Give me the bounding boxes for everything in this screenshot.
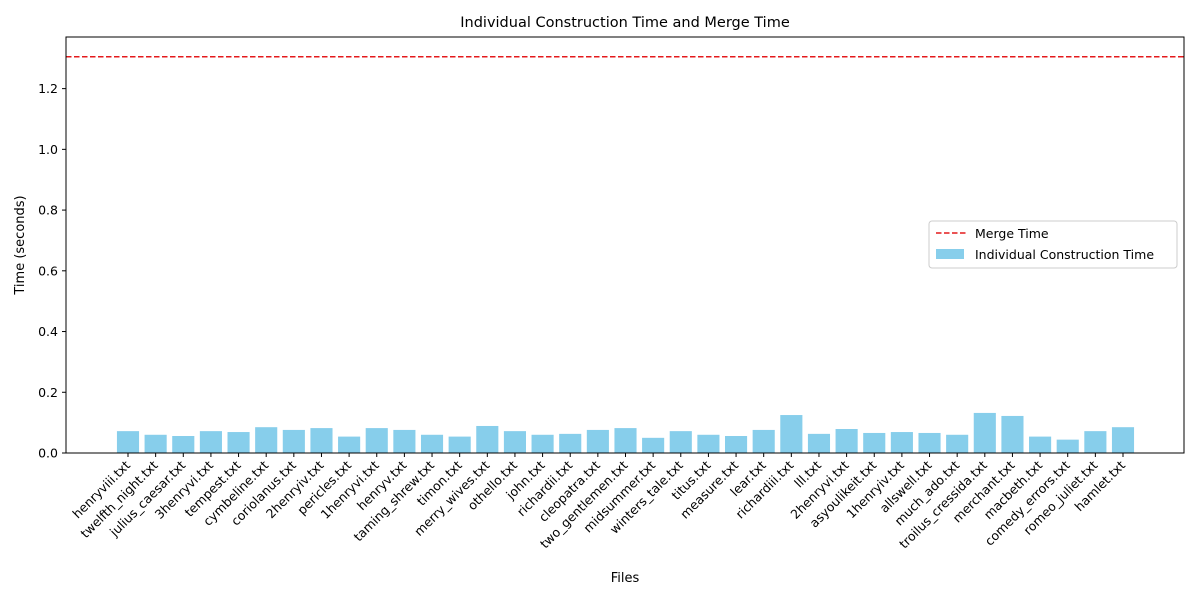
bar-midsummer-txt xyxy=(642,437,665,453)
bar-1henryiv-txt xyxy=(890,432,913,453)
bar-john-txt xyxy=(531,434,554,453)
y-tick-label: 1.0 xyxy=(38,142,58,157)
y-tick-label: 1.2 xyxy=(38,81,58,96)
plot-frame xyxy=(65,36,1185,454)
legend-label-merge-time: Merge Time xyxy=(975,226,1049,241)
bars-layer xyxy=(116,412,1135,453)
y-tick-label: 0.8 xyxy=(38,203,58,218)
x-axis: henryviii.txttwelfth_night.txtjulius_cae… xyxy=(69,453,1128,551)
bar-allswell-txt xyxy=(918,432,941,453)
bar-much_ado-txt xyxy=(946,434,969,453)
bar-2henryvi-txt xyxy=(835,429,858,453)
bar-lll-txt xyxy=(807,433,831,453)
bar-julius_caesar-txt xyxy=(172,436,195,453)
bar-coriolanus-txt xyxy=(282,429,305,453)
bar-cymbeline-txt xyxy=(255,427,278,453)
bar-romeo_juliet-txt xyxy=(1084,431,1107,453)
legend-label-construction-time: Individual Construction Time xyxy=(975,247,1154,262)
bar-titus-txt xyxy=(697,434,720,453)
y-axis: 0.0 0.2 0.4 0.6 0.8 1.0 1.2 xyxy=(38,81,66,461)
bar-timon-txt xyxy=(448,436,471,453)
bar-twelfth_night-txt xyxy=(144,434,167,453)
bar-macbeth-txt xyxy=(1029,436,1052,453)
bar-taming_shrew-txt xyxy=(420,434,444,453)
bar-tempest-txt xyxy=(227,432,250,453)
legend: Merge Time Individual Construction Time xyxy=(928,220,1178,269)
bar-lear-txt xyxy=(752,429,775,453)
bar-richardii-txt xyxy=(559,433,582,453)
bar-two_gentlemen-txt xyxy=(614,428,637,453)
y-tick-label: 0.6 xyxy=(38,263,58,278)
y-tick-label: 0.4 xyxy=(38,324,58,339)
chart-title: Individual Construction Time and Merge T… xyxy=(460,15,790,31)
bar-richardiii-txt xyxy=(780,415,803,453)
bar-asyoulikeit-txt xyxy=(863,432,886,453)
y-tick-label: 0.0 xyxy=(38,446,58,461)
bar-merry_wives-txt xyxy=(476,425,499,453)
bar-merchant-txt xyxy=(1001,415,1024,453)
bar-winters_tale-txt xyxy=(669,431,692,453)
bar-3henryvi-txt xyxy=(199,431,222,453)
legend-swatch-construction-time xyxy=(936,249,964,259)
bar-henryv-txt xyxy=(393,429,416,453)
bar-comedy_errors-txt xyxy=(1056,439,1079,453)
bar-1henryvi-txt xyxy=(365,428,388,453)
y-tick-label: 0.2 xyxy=(38,385,58,400)
bar-othello-txt xyxy=(503,431,526,453)
bar-pericles-txt xyxy=(338,436,361,453)
bar-henryviii-txt xyxy=(116,431,140,453)
legend-box xyxy=(928,220,1178,269)
bar-2henryiv-txt xyxy=(310,428,333,453)
y-axis-label: Time (seconds) xyxy=(13,195,28,295)
bar-troilus_cressida-txt xyxy=(973,412,996,453)
bar-cleopatra-txt xyxy=(586,429,609,453)
x-axis-label: Files xyxy=(611,571,640,586)
bar-measure-txt xyxy=(725,436,748,453)
bar-hamlet-txt xyxy=(1111,427,1135,453)
